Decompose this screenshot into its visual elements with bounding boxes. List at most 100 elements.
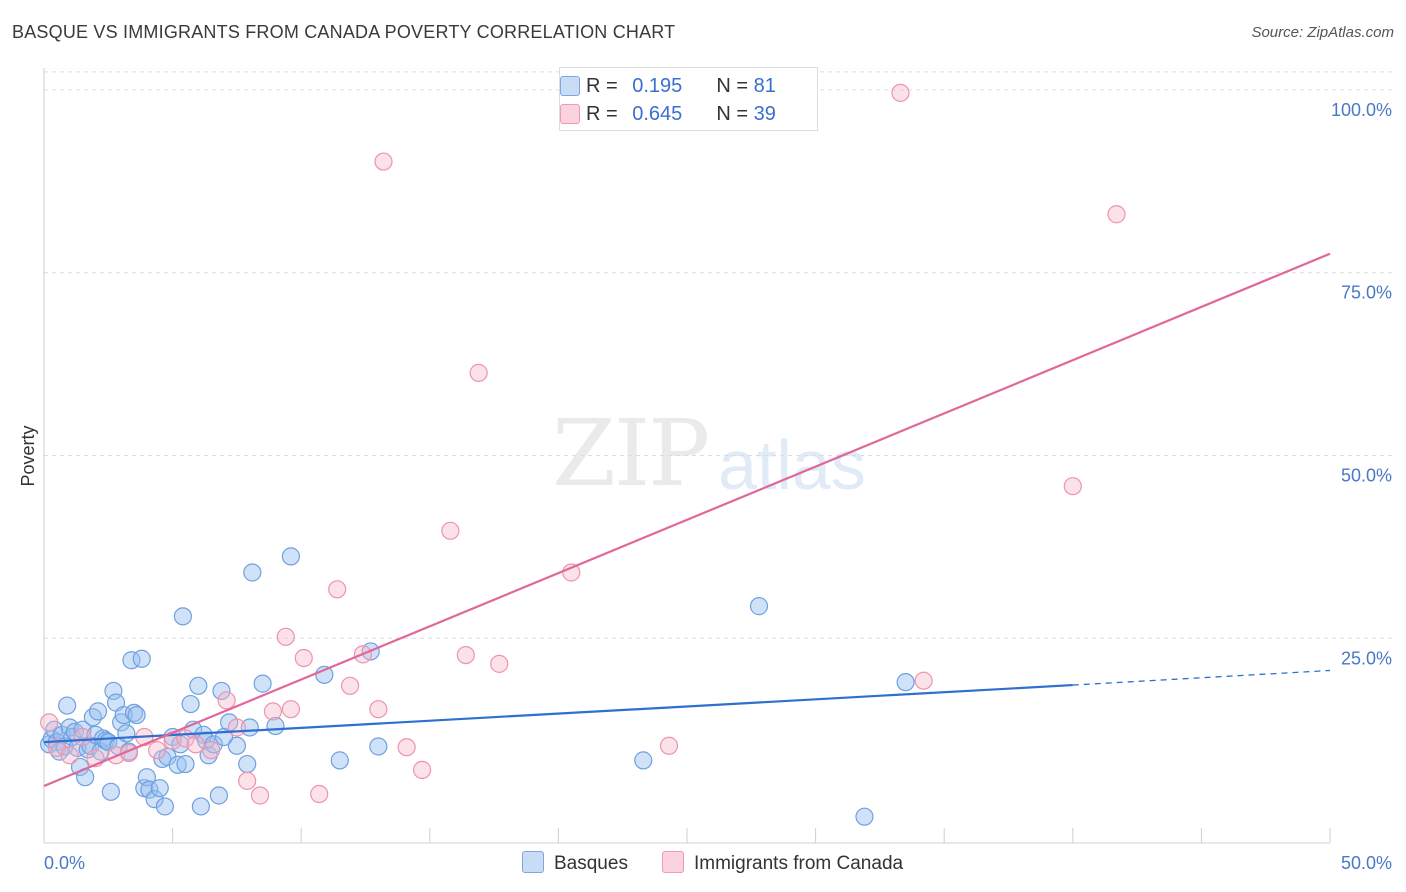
canada-point: [217, 691, 236, 710]
basques-point: [155, 797, 174, 816]
axis-labels: 25.0% 50.0% 75.0% 100.0% 0.0% 50.0% Poverty: [18, 100, 1392, 873]
y-tick-label: 50.0%: [1341, 466, 1392, 486]
canada-point: [562, 563, 581, 582]
basques-point: [112, 713, 131, 732]
basques-point: [189, 676, 208, 695]
canada-point: [891, 83, 910, 102]
basques-point: [199, 746, 218, 765]
basques-point: [181, 694, 200, 714]
canada-point: [328, 580, 347, 599]
canada-point: [148, 741, 167, 760]
canada-point: [227, 718, 246, 737]
canada-point: [490, 654, 509, 673]
canada-point: [310, 784, 329, 804]
x-tick-label: 50.0%: [1341, 853, 1392, 873]
basques-point: [150, 779, 169, 798]
canada-point: [456, 645, 475, 665]
bottom-legend-canada[interactable]: Immigrants from Canada: [662, 851, 903, 877]
basques-point: [330, 751, 349, 770]
canada-point: [281, 700, 301, 719]
basques-point: [227, 736, 246, 755]
canada-trend-line: [43, 252, 1331, 787]
basques-point: [127, 705, 146, 725]
basques-point: [83, 708, 102, 727]
y-axis-label: Poverty: [18, 425, 38, 486]
bottom-legend-swatch-basques: [522, 851, 544, 873]
basques-point: [101, 782, 120, 801]
basques-point: [281, 547, 301, 566]
axes: [43, 68, 1331, 844]
basques-point: [855, 807, 874, 826]
legend-r-label: R =: [586, 103, 618, 125]
basques-point: [168, 755, 187, 774]
canada-point: [374, 152, 393, 171]
watermark-zip: ZIP: [552, 400, 710, 507]
basques-point: [176, 754, 195, 774]
trend-lines: [43, 252, 1331, 787]
canada-point: [659, 736, 679, 755]
basques-point: [145, 790, 164, 809]
legend-r-label: R =: [586, 75, 618, 97]
bottom-legend-basques[interactable]: Basques: [522, 851, 628, 877]
canada-point: [397, 738, 416, 757]
data-points: [40, 83, 1126, 826]
legend-r-value: 0.645: [632, 103, 683, 125]
canada-point: [73, 727, 92, 747]
y-tick-label: 100.0%: [1331, 100, 1392, 120]
basques-point: [173, 607, 192, 626]
legend-n-label: N =: [716, 103, 749, 125]
basques-point: [124, 703, 144, 722]
canada-point: [40, 713, 59, 732]
basques-point: [634, 751, 653, 770]
canada-point: [1107, 205, 1126, 224]
correlation-legend: R = 0.195 N = 81 R = 0.645 N = 39: [559, 67, 818, 131]
legend-n-value: 81: [753, 75, 776, 97]
canada-point: [441, 521, 460, 540]
basques-point: [896, 673, 915, 692]
canada-point: [294, 648, 313, 668]
gridlines: [44, 71, 1392, 639]
y-tick-label: 75.0%: [1341, 283, 1392, 303]
basques-point: [749, 597, 769, 616]
legend-n-label: N =: [716, 75, 749, 97]
basques-point: [132, 649, 151, 668]
basques-point: [191, 797, 210, 816]
legend-row-canada: R = 0.645 N = 39: [560, 100, 776, 128]
basques-point: [369, 737, 388, 756]
legend-swatch-basques: [560, 76, 580, 96]
watermark-atlas: atlas: [718, 426, 866, 504]
basques-point: [209, 786, 228, 805]
canada-point: [238, 771, 257, 790]
basques-point: [117, 724, 136, 743]
bottom-legend-label-canada: Immigrants from Canada: [694, 853, 904, 874]
source-label: Source: ZipAtlas.com: [1251, 24, 1394, 41]
basques-point: [212, 681, 231, 701]
canada-point: [1063, 477, 1082, 496]
basques-point: [58, 696, 77, 715]
basques-trend-line: [43, 683, 1073, 744]
basques-trend-extension: [1072, 669, 1331, 686]
basques-point: [238, 754, 257, 774]
basques-point: [253, 674, 272, 693]
canada-point: [263, 702, 283, 721]
canada-point: [250, 786, 270, 805]
basques-point: [88, 702, 108, 721]
legend-swatch-canada: [560, 104, 580, 124]
canada-point: [369, 700, 388, 719]
canada-point: [412, 760, 432, 779]
legend-row-basques: R = 0.195 N = 81: [560, 72, 776, 100]
canada-point: [202, 741, 221, 760]
canada-point: [340, 676, 360, 695]
basques-point: [243, 563, 262, 582]
legend-n-value: 39: [753, 103, 776, 125]
x-tick-label: 0.0%: [44, 853, 85, 873]
canada-point: [60, 746, 79, 765]
canada-point: [914, 671, 933, 690]
bottom-legend-label-basques: Basques: [554, 853, 628, 874]
canada-point: [469, 363, 488, 382]
bottom-legend-swatch-canada: [662, 851, 684, 873]
canada-point: [276, 627, 295, 646]
y-tick-label: 25.0%: [1341, 648, 1392, 668]
basques-point: [104, 681, 123, 701]
